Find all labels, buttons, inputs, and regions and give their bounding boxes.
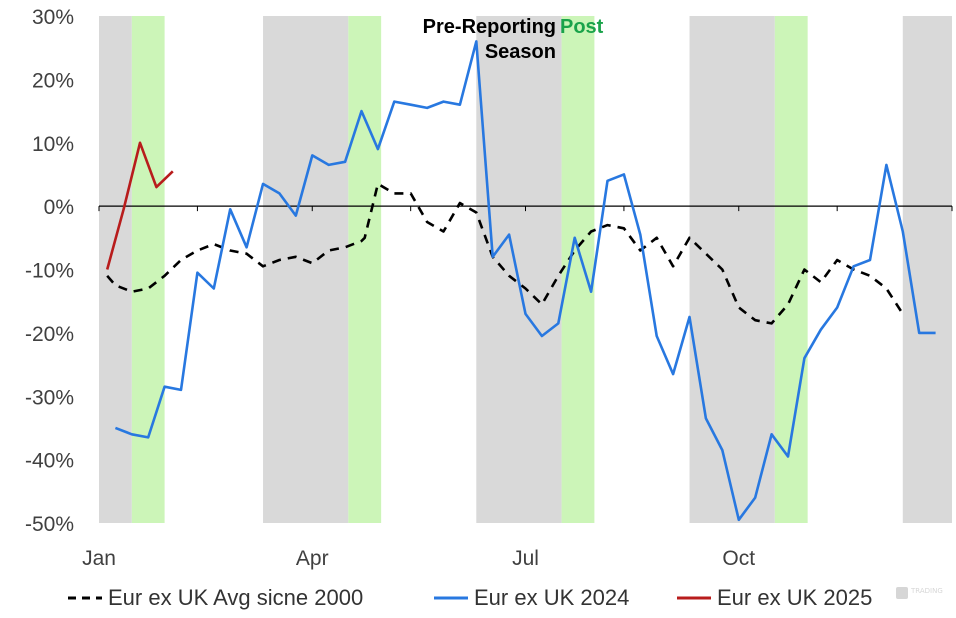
- y-tick-label: 20%: [32, 69, 74, 92]
- band-pre-2: [263, 16, 349, 523]
- band-post-3: [348, 16, 382, 523]
- y-tick-label: -10%: [25, 260, 74, 283]
- legend-item-avg: Eur ex UK Avg sicne 2000: [68, 585, 363, 611]
- y-tick-label: -20%: [25, 323, 74, 346]
- chart: 30% 20% 10% 0% -10% -20% -30% -40% -50% Jan Apr Ju…: [25, 6, 953, 570]
- band-post-5: [561, 16, 595, 523]
- legend-label-2024: Eur ex UK 2024: [474, 585, 630, 610]
- y-axis-tick-labels: 30% 20% 10% 0% -10% -20% -30% -40% -50%: [25, 6, 74, 536]
- band-annotations: Pre-Reporting Season Post: [423, 16, 604, 63]
- x-tick-label: Jan: [82, 547, 116, 570]
- y-tick-label: -40%: [25, 450, 74, 473]
- zero-baseline: [98, 205, 953, 212]
- watermark-logo: TRADING: [896, 585, 943, 603]
- annotation-pre-line2: Season: [485, 41, 556, 63]
- y-tick-label: 10%: [32, 133, 74, 156]
- y-tick-label: 30%: [32, 6, 74, 29]
- band-pre-4: [476, 16, 562, 523]
- x-tick-label: Apr: [296, 547, 329, 570]
- band-pre-0: [99, 16, 132, 523]
- legend-label-2025: Eur ex UK 2025: [717, 585, 873, 610]
- legend-swatch-2024: [434, 596, 468, 600]
- legend: Eur ex UK Avg sicne 2000 Eur ex UK 2024 …: [0, 585, 956, 615]
- band-pre-6: [689, 16, 775, 523]
- legend-item-2025: Eur ex UK 2025: [677, 585, 872, 611]
- annotation-pre-line1: Pre-Reporting: [423, 16, 556, 38]
- series-line-2: [105, 141, 174, 270]
- y-tick-label: 0%: [44, 196, 74, 219]
- band-pre-8: [902, 16, 952, 523]
- legend-label-avg: Eur ex UK Avg sicne 2000: [108, 585, 364, 610]
- y-tick-label: -50%: [25, 513, 74, 536]
- series-line-1: [114, 40, 936, 522]
- series-lines: [105, 40, 936, 522]
- legend-item-2024: Eur ex UK 2024: [434, 585, 629, 611]
- x-axis-tick-labels: Jan Apr Jul Oct: [82, 547, 755, 570]
- x-tick-label: Jul: [512, 547, 539, 570]
- band-post-1: [131, 16, 165, 523]
- y-tick-label: -30%: [25, 386, 74, 409]
- legend-swatch-2025: [677, 596, 711, 600]
- season-bands: [99, 16, 952, 523]
- annotation-post: Post: [560, 16, 604, 38]
- x-tick-label: Oct: [722, 547, 755, 570]
- legend-swatch-avg: [68, 596, 102, 600]
